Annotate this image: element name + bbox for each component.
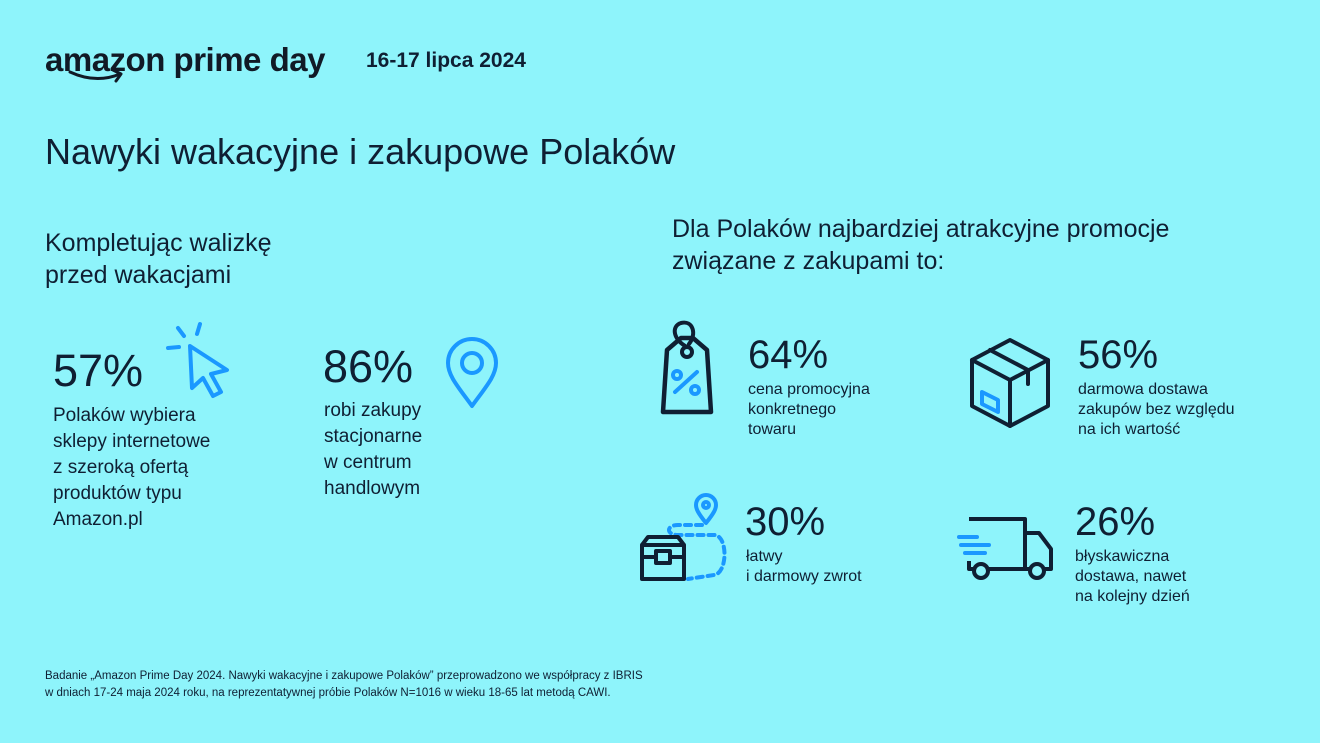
delivery-truck-icon bbox=[957, 517, 1053, 580]
return-route-icon bbox=[640, 493, 727, 581]
stat-description: robi zakupy stacjonarne w centrum handlo… bbox=[324, 400, 423, 499]
left-heading-line: Kompletując walizkę bbox=[45, 229, 272, 257]
stat-value: 26% bbox=[1075, 500, 1156, 544]
footnote-line: w dniach 17-24 maja 2024 roku, na reprez… bbox=[45, 687, 611, 699]
footnote: Badanie „Amazon Prime Day 2024. Nawyki w… bbox=[45, 668, 805, 702]
stat-description: darmowa dostawa zakupów bez względu na i… bbox=[1078, 381, 1235, 438]
stat-value: 30% bbox=[745, 500, 826, 544]
stat-description: cena promocyjna konkretnego towaru bbox=[748, 381, 870, 438]
stat-value: 64% bbox=[748, 333, 829, 377]
stat-value: 56% bbox=[1078, 333, 1159, 377]
stat-value: 86% bbox=[323, 341, 414, 392]
right-section-heading: Dla Polaków najbardziej atrakcyjne promo… bbox=[672, 213, 1272, 277]
right-heading-line: Dla Polaków najbardziej atrakcyjne promo… bbox=[672, 215, 1170, 243]
stat-description: Polaków wybiera sklepy internetowe z sze… bbox=[53, 405, 211, 530]
stat-description: błyskawiczna dostawa, nawet na kolejny d… bbox=[1075, 548, 1190, 605]
cursor-click-icon bbox=[166, 322, 229, 398]
event-dates: 16-17 lipca 2024 bbox=[366, 49, 526, 72]
box-icon bbox=[970, 338, 1050, 428]
page-title: Nawyki wakacyjne i zakupowe Polaków bbox=[45, 131, 676, 172]
footnote-line: Badanie „Amazon Prime Day 2024. Nawyki w… bbox=[45, 670, 643, 682]
stat-value: 57% bbox=[53, 345, 144, 396]
left-heading-line: przed wakacjami bbox=[45, 261, 232, 289]
amazon-smile-icon bbox=[68, 68, 123, 83]
location-pin-icon bbox=[446, 337, 498, 408]
price-tag-icon bbox=[660, 320, 714, 415]
left-section-heading: Kompletując walizkę przed wakacjami bbox=[45, 227, 345, 291]
brand-logo: amazon prime day bbox=[45, 41, 325, 78]
stat-description: łatwy i darmowy zwrot bbox=[746, 548, 862, 585]
right-heading-line: związane z zakupami to: bbox=[672, 247, 945, 275]
